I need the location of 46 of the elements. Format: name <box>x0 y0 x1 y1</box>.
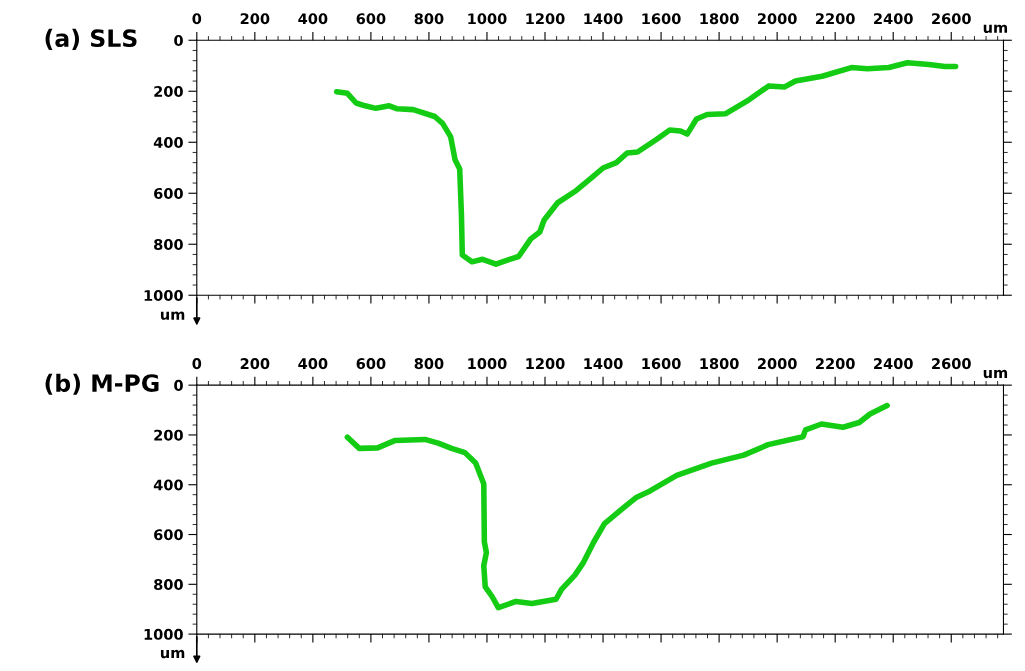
x-axis-title: um <box>983 24 1008 34</box>
y-tick-label: 400 <box>153 479 183 491</box>
y-axis-title: um <box>160 311 185 320</box>
y-tick-label: 0 <box>174 34 183 47</box>
x-tick-label: 2000 <box>758 13 797 25</box>
y-tick-label: 600 <box>154 187 183 199</box>
chart-title: (b) M-PG <box>45 373 159 395</box>
x-tick-label: 800 <box>414 13 444 25</box>
y-tick-label: 800 <box>154 579 183 591</box>
x-tick-label: 1000 <box>468 358 507 370</box>
y-tick-label: 1000 <box>144 289 183 301</box>
x-tick-label: 2000 <box>758 358 797 370</box>
y-tick-label: 200 <box>154 429 183 441</box>
x-tick-label: 0 <box>192 358 202 370</box>
x-tick-label: 2200 <box>816 358 855 370</box>
x-tick-label: 2200 <box>816 13 855 25</box>
x-tick-label: 1200 <box>526 358 565 370</box>
y-tick-label: 0 <box>174 379 183 391</box>
y-tick-label: 1000 <box>144 628 183 640</box>
x-tick-label: 2400 <box>874 358 913 370</box>
x-tick-label: 400 <box>298 358 328 370</box>
chart-title: (a) SLS <box>45 28 137 50</box>
x-axis-title: um <box>983 369 1008 379</box>
y-tick-label: 400 <box>153 136 183 148</box>
y-tick-label: 600 <box>154 529 183 541</box>
x-tick-label: 2600 <box>932 358 971 370</box>
x-tick-label: 1400 <box>584 13 623 25</box>
x-tick-label: 600 <box>356 358 386 370</box>
x-tick-label: 1200 <box>526 13 565 25</box>
x-tick-label: 1600 <box>642 13 681 25</box>
y-axis-title: um <box>160 649 185 659</box>
x-tick-label: 800 <box>414 358 444 370</box>
x-tick-label: 2600 <box>932 13 971 25</box>
x-tick-label: 400 <box>298 13 328 25</box>
x-tick-label: 1000 <box>468 13 507 25</box>
x-tick-label: 1400 <box>584 358 623 370</box>
x-tick-label: 0 <box>192 13 202 25</box>
x-tick-label: 1600 <box>642 358 681 370</box>
x-tick-label: 2400 <box>874 13 913 25</box>
x-tick-label: 1800 <box>700 358 739 370</box>
x-tick-label: 200 <box>240 13 270 25</box>
y-tick-label: 800 <box>154 238 183 250</box>
y-tick-label: 200 <box>154 85 183 97</box>
x-tick-label: 600 <box>356 13 386 25</box>
x-tick-label: 1800 <box>700 13 739 25</box>
x-tick-label: 200 <box>240 358 270 370</box>
